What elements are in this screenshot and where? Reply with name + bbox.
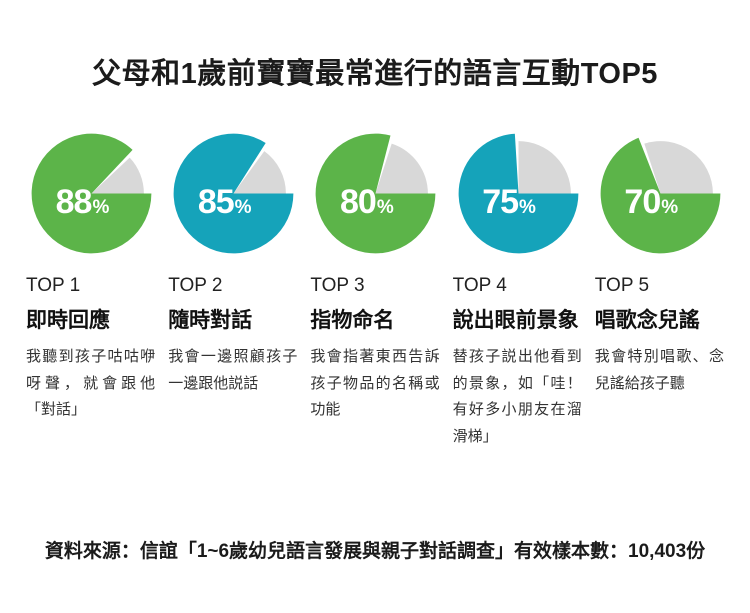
item-title: 指物命名 — [310, 309, 395, 332]
top-item: 85% TOP 2 隨時對話我會一邊照顧孩子一邊跟他説話 — [168, 128, 297, 451]
percent-sign: % — [234, 197, 252, 218]
item-title: 說出眼前景象 — [452, 309, 579, 332]
item-description: 我聽到孩子咕咕咿呀聲，就會跟他「對話」 — [26, 348, 156, 419]
percent-value: 88 — [55, 183, 93, 221]
pie-svg — [316, 133, 436, 254]
rank-label: TOP 3 — [310, 275, 365, 296]
top-item: 88% TOP 1 即時回應我聽到孩子咕咕咿呀聲，就會跟他「對話」 — [26, 128, 155, 451]
percent-label: 80% — [301, 185, 432, 219]
rank-label: TOP 4 — [452, 275, 507, 296]
item-description: 我會一邊照顧孩子一邊跟他説話 — [168, 348, 298, 392]
pie-svg — [458, 133, 578, 254]
item-description: 我會指著東西告訴孩子物品的名稱或功能 — [310, 348, 440, 419]
pie-chart: 85% — [168, 128, 299, 259]
percent-sign: % — [376, 197, 394, 218]
percent-value: 80 — [340, 183, 377, 221]
pie-chart: 88% — [26, 128, 157, 259]
pie-chart: 70% — [595, 128, 726, 259]
pie-slice-main — [600, 137, 721, 254]
top5-grid: 88% TOP 1 即時回應我聽到孩子咕咕咿呀聲，就會跟他「對話」 85% TOP 2 隨… — [0, 128, 750, 451]
pie-svg — [600, 137, 721, 254]
top-item: 75% TOP 4 說出眼前景象替孩子説出他看到的景象，如「哇！有好多小朋友在溜滑梯… — [453, 128, 582, 451]
page-title: 父母和1歲前寶寶最常進行的語言互動TOP5 — [92, 58, 658, 90]
percent-sign: % — [661, 197, 679, 218]
pie-slice-main — [31, 133, 152, 254]
pie-slice-main — [173, 133, 294, 254]
rank-label: TOP 1 — [26, 275, 81, 296]
infographic-canvas: 父母和1歲前寶寶最常進行的語言互動TOP5 88% TOP 1 即時回應我聽到孩子咕… — [0, 50, 750, 562]
item-title: 唱歌念兒謠 — [594, 309, 700, 332]
item-title: 隨時對話 — [168, 309, 253, 332]
percent-value: 75 — [482, 183, 519, 221]
item-description: 我會特別唱歌、念兒謠給孩子聽 — [594, 348, 724, 392]
pie-slice-remainder — [518, 141, 571, 194]
percent-sign: % — [92, 197, 110, 218]
rank-label: TOP 2 — [168, 275, 223, 296]
pie-slice-remainder — [91, 157, 144, 194]
pie-svg — [173, 133, 294, 254]
percent-label: 75% — [444, 185, 575, 219]
percent-label: 85% — [159, 185, 290, 219]
top-item: 80% TOP 3 指物命名我會指著東西告訴孩子物品的名稱或功能 — [310, 128, 441, 451]
source-note: 資料來源：信誼「1~6歲幼兒語言發展與親子對話調查」有效樣本數：10,403份 — [44, 541, 706, 562]
percent-label: 88% — [17, 185, 148, 219]
percent-value: 85 — [197, 183, 235, 221]
percent-value: 70 — [624, 183, 661, 221]
pie-chart: 80% — [310, 128, 441, 259]
pie-chart: 75% — [453, 128, 584, 259]
pie-slice-remainder — [375, 143, 429, 194]
rank-label: TOP 5 — [594, 275, 650, 296]
item-title: 即時回應 — [26, 309, 110, 332]
pie-slice-main — [458, 133, 578, 254]
item-description: 替孩子説出他看到的景象，如「哇！有好多小朋友在溜滑梯」 — [452, 348, 582, 446]
pie-slice-main — [316, 133, 436, 254]
percent-label: 70% — [586, 185, 717, 219]
top-item: 70% TOP 5 唱歌念兒謠我會特別唱歌、念兒謠給孩子聽 — [595, 128, 724, 451]
pie-slice-remainder — [233, 151, 287, 194]
pie-svg — [31, 133, 152, 254]
percent-sign: % — [519, 197, 536, 218]
pie-slice-remainder — [644, 141, 713, 194]
